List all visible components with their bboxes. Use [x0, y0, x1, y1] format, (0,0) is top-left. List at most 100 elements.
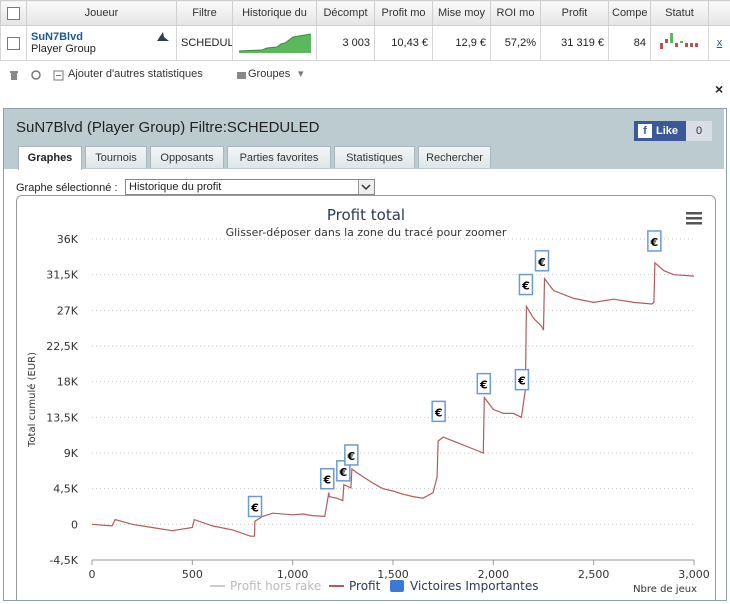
euro-icon: € [434, 406, 443, 419]
col-header-competition[interactable]: Compe [609, 1, 651, 26]
legend-swatch-victoires [390, 580, 404, 592]
euro-icon: € [347, 450, 356, 463]
euro-icon: € [650, 236, 659, 249]
legend-label-profit: Profit [349, 579, 381, 593]
remove-cell[interactable]: x [709, 26, 730, 61]
x-tick-label-5: 2,500 [578, 568, 610, 581]
stats-table: Joueur Filtre Historique du Décompt Prof… [0, 0, 730, 61]
important-win-flag-3: € [345, 445, 358, 465]
col-header-player[interactable]: Joueur [27, 1, 177, 26]
y-tick-label-2: 27K [57, 304, 79, 317]
tab-tournois[interactable]: Tournois [85, 146, 147, 168]
col-header-actions [709, 1, 730, 26]
y-tick-label-9: -4,5K [49, 554, 78, 567]
important-win-flag-8: € [535, 251, 548, 271]
menu-icon-line-0 [686, 212, 702, 215]
important-win-flag-5: € [477, 374, 490, 394]
menu-icon-line-1 [686, 217, 702, 220]
tab-statistiques[interactable]: Statistiques [334, 146, 415, 168]
col-header-avg-profit[interactable]: Profit mo [375, 1, 433, 26]
tab-parties-favorites[interactable]: Parties favorites [227, 146, 331, 168]
tab-rechercher[interactable]: Rechercher [418, 146, 491, 168]
col-header-filter[interactable]: Filtre [177, 1, 233, 26]
facebook-icon: f [638, 124, 652, 138]
euro-icon: € [250, 501, 259, 514]
col-header-status[interactable]: Statut [651, 1, 709, 26]
status-cell [651, 26, 709, 61]
x-tick-label-0: 0 [89, 568, 96, 581]
competition-cell: 84 [609, 26, 651, 61]
important-win-flag-7: € [519, 275, 532, 295]
x-tick-label-1: 500 [182, 568, 203, 581]
table-row[interactable]: SuN7Blvd Player Group SCHEDULED 3 003 10… [1, 26, 730, 61]
avg-roi-cell: 57,2% [491, 26, 541, 61]
chart-title: Profit total [327, 206, 405, 224]
menu-icon-line-2 [686, 222, 702, 225]
euro-icon: € [479, 379, 488, 392]
legend-label-profit-hors-rake: Profit hors rake [230, 579, 321, 593]
groups-icon[interactable] [236, 70, 247, 81]
history-sparkline-cell[interactable] [233, 26, 317, 61]
y-tick-label-0: 36K [57, 233, 79, 246]
player-cell[interactable]: SuN7Blvd Player Group [27, 26, 177, 61]
graph-select[interactable]: Historique du profit [125, 179, 375, 195]
chevron-down-icon[interactable]: ▾ [298, 67, 304, 80]
table-header-row: Joueur Filtre Historique du Décompt Prof… [1, 1, 730, 26]
tab-opposants[interactable]: Opposants [150, 146, 224, 168]
legend-label-victoires: Victoires Importantes [410, 579, 539, 593]
x-axis-label: Nbre de jeux [633, 584, 697, 595]
history-sparkline[interactable] [237, 29, 313, 55]
y-tick-label-8: 0 [71, 518, 78, 531]
series-line-profit [92, 263, 694, 536]
y-tick-label-4: 18K [57, 376, 79, 389]
important-win-flag-9: € [648, 231, 661, 251]
facebook-like-button[interactable]: f Like [634, 121, 686, 141]
y-tick-label-7: 4,5K [53, 483, 78, 496]
select-all-checkbox[interactable] [7, 7, 20, 20]
add-stats-icon[interactable] [53, 70, 64, 81]
y-tick-label-6: 9K [64, 447, 79, 460]
graph-select-label: Graphe sélectionné : [16, 182, 118, 194]
row-checkbox[interactable] [7, 37, 20, 50]
player-group: Player Group [31, 43, 172, 55]
graph-select-value: Historique du profit [129, 181, 221, 193]
profit-cell: 31 319 € [541, 26, 609, 61]
important-win-flag-6: € [515, 370, 528, 390]
euro-icon: € [517, 375, 526, 388]
euro-icon: € [339, 466, 348, 479]
col-header-count[interactable]: Décompt [317, 1, 375, 26]
status-bars-icon [656, 29, 706, 55]
facebook-like-label: Like [656, 125, 678, 137]
important-win-flag-4: € [432, 401, 445, 421]
col-header-avg-stake[interactable]: Mise moy [433, 1, 491, 26]
facebook-like-widget[interactable]: f Like 0 [634, 121, 712, 141]
col-header-avg-roi[interactable]: ROI mo [491, 1, 541, 26]
table-toolbar: Ajouter d'autres statistiques Groupes ▾ [0, 64, 730, 86]
count-cell: 3 003 [317, 26, 375, 61]
y-tick-label-1: 31,5K [46, 269, 78, 282]
col-header-history[interactable]: Historique du [233, 1, 317, 26]
select-all-checkbox-cell[interactable] [1, 1, 27, 26]
remove-player-link[interactable]: x [717, 37, 723, 49]
panel-header: SuN7Blvd (Player Group) Filtre:SCHEDULED… [4, 109, 724, 169]
euro-icon: € [537, 256, 546, 269]
trash-icon[interactable] [9, 70, 19, 81]
euro-icon: € [322, 474, 331, 487]
y-tick-label-3: 22,5K [46, 340, 78, 353]
select-chevron-icon[interactable] [358, 180, 374, 194]
player-name-link[interactable]: SuN7Blvd [31, 31, 172, 43]
groups-dropdown[interactable]: Groupes [248, 68, 290, 80]
filter-cell: SCHEDULED [177, 26, 233, 61]
add-stats-link[interactable]: Ajouter d'autres statistiques [68, 68, 203, 80]
menu-icon[interactable] [686, 212, 702, 225]
close-panel-icon[interactable]: × [715, 81, 723, 97]
row-checkbox-cell[interactable] [1, 26, 27, 61]
important-win-flag-0: € [249, 496, 262, 516]
col-header-profit[interactable]: Profit [541, 1, 609, 26]
x-tick-label-3: 1,500 [377, 568, 409, 581]
tab-graphes[interactable]: Graphes [18, 146, 82, 170]
refresh-icon[interactable] [30, 69, 42, 81]
important-win-flag-1: € [321, 469, 334, 489]
